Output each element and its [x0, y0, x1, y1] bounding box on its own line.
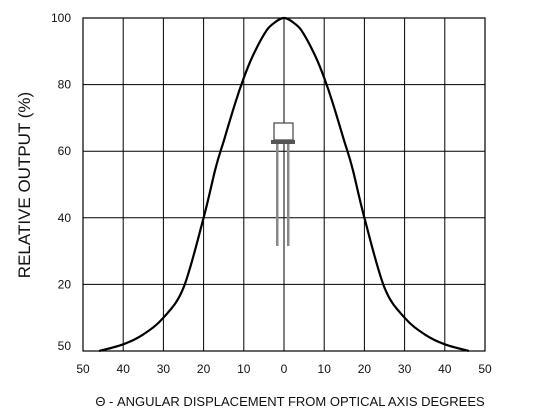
- x-tick-label: 20: [197, 362, 211, 376]
- x-tick-label: 30: [157, 362, 171, 376]
- x-tick-label: 40: [438, 362, 452, 376]
- y-axis-title: RELATIVE OUTPUT (%): [15, 92, 34, 278]
- x-tick-label: 0: [281, 362, 288, 376]
- y-tick-label: 50: [58, 339, 72, 353]
- y-tick-label: 60: [58, 144, 72, 158]
- chart-grid: [82, 17, 486, 352]
- x-axis-title: Θ - ANGULAR DISPLACEMENT FROM OPTICAL AX…: [95, 394, 485, 409]
- y-tick-label: 100: [51, 11, 71, 25]
- x-tick-label: 30: [398, 362, 412, 376]
- y-tick-label: 20: [58, 277, 72, 291]
- x-tick-label: 10: [237, 362, 251, 376]
- x-tick-label: 40: [117, 362, 131, 376]
- led-package-icon: [271, 122, 295, 246]
- y-tick-labels: 50 20 40 60 80 100: [51, 11, 71, 353]
- y-tick-label: 80: [58, 78, 72, 92]
- x-tick-label: 10: [318, 362, 332, 376]
- x-tick-labels: 50 40 30 20 10 0 10 20 30 40 50: [76, 362, 492, 376]
- x-tick-label: 20: [358, 362, 372, 376]
- x-tick-label: 50: [478, 362, 492, 376]
- y-tick-label: 40: [58, 211, 72, 225]
- series-line: [98, 16, 470, 353]
- x-tick-label: 50: [76, 362, 90, 376]
